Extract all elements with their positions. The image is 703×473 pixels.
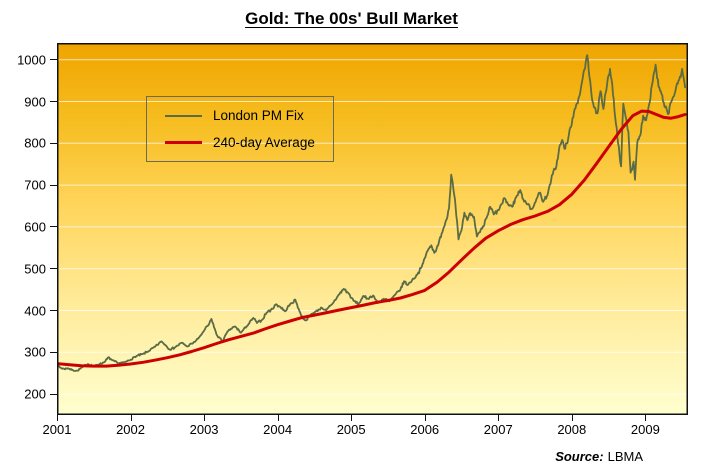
- x-axis-label: 2007: [483, 422, 513, 437]
- x-axis-tick: [277, 415, 279, 421]
- x-axis-tick: [57, 415, 58, 421]
- x-axis-label: 2005: [336, 422, 366, 437]
- legend-label-pm-fix: London PM Fix: [213, 108, 304, 123]
- x-axis-label: 2001: [42, 422, 72, 437]
- source-note: Source: LBMA: [555, 449, 643, 464]
- x-axis-label: 2002: [116, 422, 145, 437]
- y-axis-label: 200: [24, 386, 46, 402]
- x-axis-label: 2008: [557, 422, 587, 437]
- y-axis-tick: [50, 101, 57, 103]
- x-axis-label: 2009: [630, 422, 660, 437]
- y-axis-tick: [50, 351, 57, 353]
- x-axis-tick: [571, 415, 573, 421]
- x-axis-tick: [424, 415, 426, 421]
- y-axis-tick: [50, 226, 57, 228]
- legend-item-pm-fix: London PM Fix: [165, 108, 315, 123]
- x-axis-label: 2006: [410, 422, 440, 437]
- moving-average-line-swatch: [165, 141, 202, 144]
- x-axis-tick: [645, 415, 647, 421]
- y-axis-tick: [50, 268, 57, 270]
- chart-legend: London PM Fix 240-day Average: [146, 96, 334, 162]
- y-axis-label: 400: [24, 303, 46, 318]
- y-axis-tick: [50, 393, 57, 395]
- x-axis-tick: [351, 415, 353, 421]
- y-axis-tick: [50, 142, 57, 144]
- x-axis-tick: [204, 415, 206, 421]
- y-axis-tick: [50, 310, 57, 311]
- y-axis-label: 800: [24, 135, 46, 151]
- source-value: LBMA: [607, 449, 643, 464]
- chart-title: Gold: The 00s' Bull Market: [245, 9, 458, 28]
- y-axis-label: 600: [24, 219, 46, 235]
- pm-fix-line-swatch: [165, 114, 202, 117]
- legend-item-moving-average: 240-day Average: [165, 135, 315, 150]
- legend-label-moving-average: 240-day Average: [213, 135, 315, 150]
- y-axis-label: 1000: [17, 52, 46, 68]
- y-axis-label: 700: [24, 177, 46, 193]
- chart-canvas: [57, 43, 688, 415]
- y-axis-label: 900: [24, 94, 46, 110]
- x-axis-label: 2004: [263, 422, 293, 437]
- x-axis-tick: [498, 415, 500, 421]
- y-axis-tick: [50, 59, 57, 61]
- source-label: Source:: [555, 449, 604, 464]
- plot-area: [57, 43, 688, 415]
- y-axis-label: 300: [24, 344, 46, 360]
- x-axis-tick: [130, 415, 132, 421]
- y-axis-tick: [50, 184, 57, 186]
- y-axis-label: 500: [24, 261, 46, 277]
- x-axis-label: 2003: [189, 422, 219, 437]
